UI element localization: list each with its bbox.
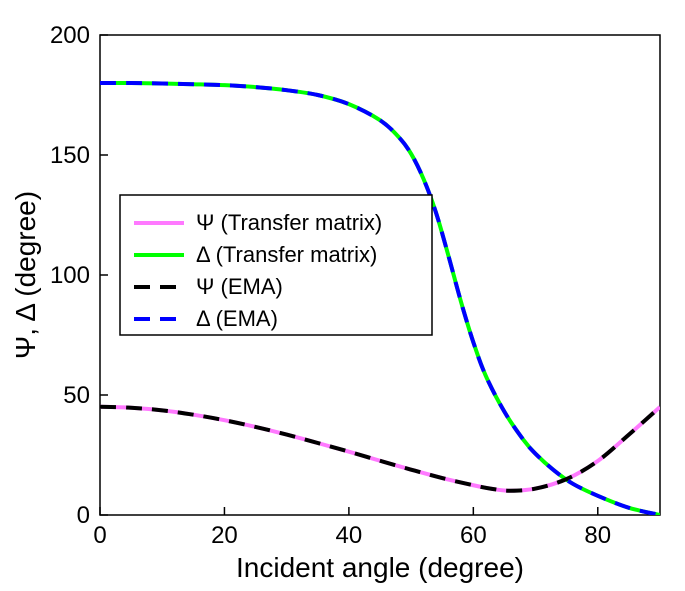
y-tick-label: 50: [63, 382, 90, 409]
y-tick-label: 150: [50, 142, 90, 169]
y-axis-label: Ψ, Δ (degree): [10, 191, 41, 359]
y-tick-label: 0: [77, 502, 90, 529]
legend-label-psi-ema: Ψ (EMA): [196, 274, 283, 299]
y-tick-label: 200: [50, 22, 90, 49]
legend-label-delta-ema: Δ (EMA): [196, 306, 278, 331]
legend-label-delta-transfer-matrix: Δ (Transfer matrix): [196, 242, 377, 267]
x-tick-label: 40: [336, 522, 363, 549]
x-tick-label: 20: [211, 522, 238, 549]
x-axis-label: Incident angle (degree): [236, 552, 524, 583]
series-psi-transfer-matrix: [100, 407, 660, 491]
chart-container: 0 20 40 60 80 0 50 100 150 200 Incident angle (deg…: [0, 0, 685, 591]
series-psi-ema: [100, 407, 660, 491]
legend-label-psi-transfer-matrix: Ψ (Transfer matrix): [196, 210, 382, 235]
y-tick-label: 100: [50, 262, 90, 289]
chart-svg: 0 20 40 60 80 0 50 100 150 200 Incident angle (deg…: [0, 0, 685, 591]
x-tick-label: 60: [460, 522, 487, 549]
x-tick-label: 80: [584, 522, 611, 549]
x-tick-label: 0: [93, 522, 106, 549]
